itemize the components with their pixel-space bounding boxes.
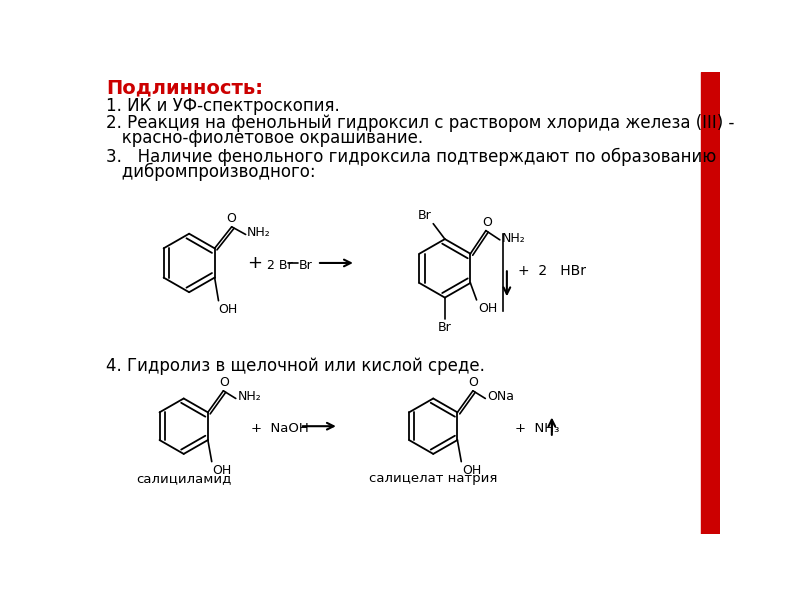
Text: Подлинность:: Подлинность: [106,78,263,97]
Text: салициламид: салициламид [136,472,231,485]
Text: O: O [482,216,492,229]
Text: ONa: ONa [487,391,514,403]
Text: +  NH₃: + NH₃ [514,422,559,435]
Text: NH₂: NH₂ [238,391,261,403]
Text: NH₂: NH₂ [247,226,271,239]
Text: 1. ИК и УФ-спектроскопия.: 1. ИК и УФ-спектроскопия. [106,97,340,115]
Text: 2 Br: 2 Br [266,259,292,272]
Text: O: O [226,212,237,225]
Text: 4. Гидролиз в щелочной или кислой среде.: 4. Гидролиз в щелочной или кислой среде. [106,357,485,375]
Text: +  2   HBr: + 2 HBr [518,263,586,278]
Text: OH: OH [462,464,482,477]
Text: OH: OH [478,302,498,315]
Text: OH: OH [213,464,232,477]
Bar [701,72,720,534]
Text: 3.   Наличие фенольного гидроксила подтверждают по образованию: 3. Наличие фенольного гидроксила подтвер… [106,148,717,166]
Text: дибромпроизводного:: дибромпроизводного: [106,163,316,181]
Text: красно-фиолетовое окрашивание.: красно-фиолетовое окрашивание. [106,129,423,147]
Text: O: O [469,376,478,389]
Text: 2. Реакция на фенольный гидроксил с раствором хлорида железа (III) -: 2. Реакция на фенольный гидроксил с раст… [106,113,734,131]
Text: салицелат натрия: салицелат натрия [369,472,498,485]
Text: NH₂: NH₂ [502,232,525,245]
Text: Br: Br [438,322,452,334]
Text: +: + [247,254,262,272]
Text: OH: OH [218,303,238,316]
Text: +  NaOH: + NaOH [251,422,309,435]
Text: Br: Br [299,259,313,272]
Text: Br: Br [418,209,432,222]
Text: O: O [219,376,229,389]
